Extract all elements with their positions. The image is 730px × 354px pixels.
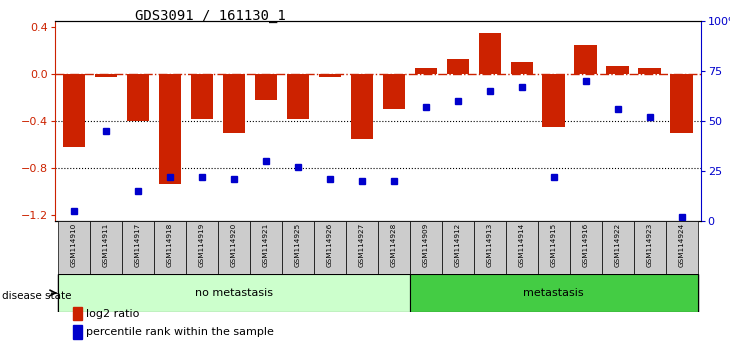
Text: log2 ratio: log2 ratio [86,309,139,319]
FancyBboxPatch shape [58,274,410,312]
FancyBboxPatch shape [538,221,569,274]
Text: no metastasis: no metastasis [195,288,273,298]
Text: GSM114916: GSM114916 [583,223,588,267]
FancyBboxPatch shape [377,221,410,274]
FancyBboxPatch shape [218,221,250,274]
Text: GSM114922: GSM114922 [615,223,620,267]
Text: GSM114909: GSM114909 [423,223,429,267]
Bar [639,68,661,74]
Text: GSM114911: GSM114911 [103,223,109,267]
Bar [542,74,565,127]
FancyBboxPatch shape [474,221,506,274]
Bar [318,74,341,76]
Bar [447,59,469,74]
FancyBboxPatch shape [154,221,186,274]
FancyBboxPatch shape [58,221,90,274]
Text: GSM114915: GSM114915 [550,223,557,267]
FancyBboxPatch shape [186,221,218,274]
FancyBboxPatch shape [346,221,377,274]
Text: GSM114921: GSM114921 [263,223,269,267]
Text: GSM114912: GSM114912 [455,223,461,267]
Bar [607,66,629,74]
FancyBboxPatch shape [442,221,474,274]
Text: GSM114918: GSM114918 [167,223,173,267]
Text: GSM114927: GSM114927 [358,223,365,267]
Text: GSM114913: GSM114913 [487,223,493,267]
Bar [95,74,117,76]
Bar [255,74,277,100]
Text: percentile rank within the sample: percentile rank within the sample [86,327,274,337]
FancyBboxPatch shape [506,221,538,274]
FancyBboxPatch shape [410,221,442,274]
Text: GSM114924: GSM114924 [679,223,685,267]
Bar [191,74,213,119]
Bar [415,68,437,74]
Bar [670,74,693,133]
FancyBboxPatch shape [634,221,666,274]
Bar [350,74,373,139]
Bar [575,45,597,74]
Text: GSM114910: GSM114910 [71,223,77,267]
FancyBboxPatch shape [666,221,698,274]
Text: disease state: disease state [2,291,72,301]
Text: GSM114925: GSM114925 [295,223,301,267]
Text: GDS3091 / 161130_1: GDS3091 / 161130_1 [135,9,286,23]
Text: GSM114914: GSM114914 [519,223,525,267]
Text: metastasis: metastasis [523,288,584,298]
Bar [383,74,405,109]
Bar [223,74,245,133]
Text: GSM114920: GSM114920 [231,223,237,267]
Bar [63,74,85,147]
Bar [158,74,181,184]
Text: GSM114917: GSM114917 [135,223,141,267]
Bar [287,74,309,119]
FancyBboxPatch shape [250,221,282,274]
FancyBboxPatch shape [410,274,698,312]
Bar [127,74,149,121]
FancyBboxPatch shape [122,221,154,274]
Text: GSM114928: GSM114928 [391,223,397,267]
Bar [479,33,501,74]
FancyBboxPatch shape [314,221,346,274]
Bar [510,62,533,74]
FancyBboxPatch shape [90,221,122,274]
FancyBboxPatch shape [602,221,634,274]
Text: GSM114926: GSM114926 [327,223,333,267]
FancyBboxPatch shape [282,221,314,274]
Text: GSM114919: GSM114919 [199,223,205,267]
Text: GSM114923: GSM114923 [647,223,653,267]
FancyBboxPatch shape [569,221,602,274]
